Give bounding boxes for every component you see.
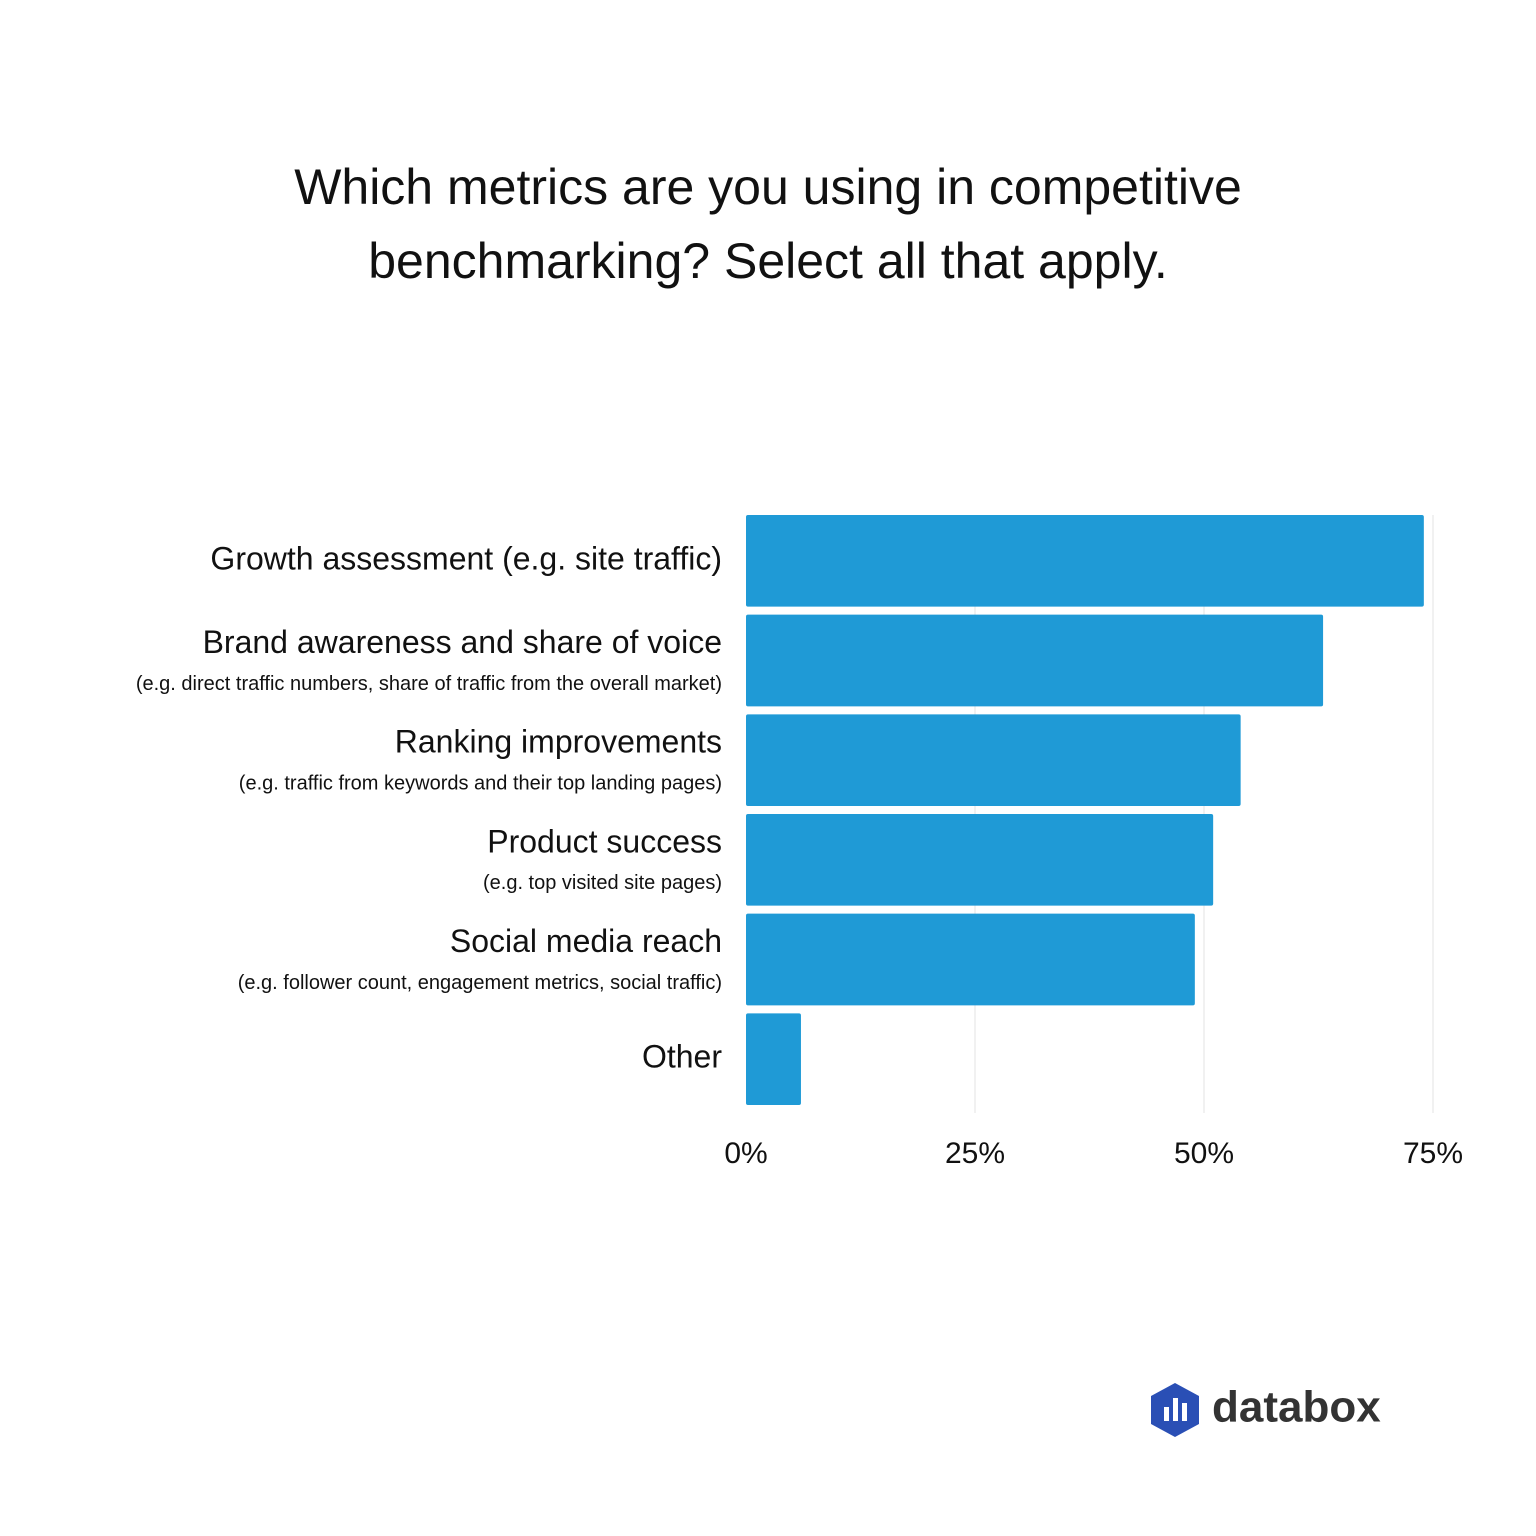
y-category-sublabel: (e.g. top visited site pages) bbox=[483, 872, 722, 894]
y-category-label: Other bbox=[642, 1039, 722, 1075]
y-category-sublabel: (e.g. direct traffic numbers, share of t… bbox=[136, 673, 722, 695]
bar bbox=[746, 714, 1241, 806]
bar bbox=[746, 814, 1214, 906]
logo-bar bbox=[1173, 1398, 1178, 1421]
bar bbox=[746, 1013, 801, 1105]
y-category-label: Product success bbox=[487, 823, 722, 859]
x-tick-label: 75% bbox=[1403, 1137, 1463, 1170]
y-category-label: Brand awareness and share of voice bbox=[203, 624, 722, 660]
logo-bar bbox=[1164, 1407, 1169, 1421]
y-category-sublabel: (e.g. follower count, engagement metrics… bbox=[238, 972, 722, 994]
chart-title: Which metrics are you using in competiti… bbox=[294, 159, 1242, 289]
y-category-label: Social media reach bbox=[450, 923, 722, 959]
x-tick-label: 50% bbox=[1174, 1137, 1234, 1170]
brand-logo: databox bbox=[1151, 1383, 1381, 1437]
y-category-label: Ranking improvements bbox=[395, 724, 722, 760]
x-tick-label: 25% bbox=[945, 1137, 1005, 1170]
y-category-sublabel: (e.g. traffic from keywords and their to… bbox=[239, 772, 722, 794]
bar bbox=[746, 913, 1195, 1006]
brand-name: databox bbox=[1212, 1383, 1381, 1432]
bar bbox=[746, 515, 1424, 607]
x-tick-label: 0% bbox=[724, 1137, 767, 1170]
logo-bar bbox=[1182, 1403, 1187, 1421]
bar bbox=[746, 614, 1324, 707]
y-category-label: Growth assessment (e.g. site traffic) bbox=[210, 540, 722, 576]
